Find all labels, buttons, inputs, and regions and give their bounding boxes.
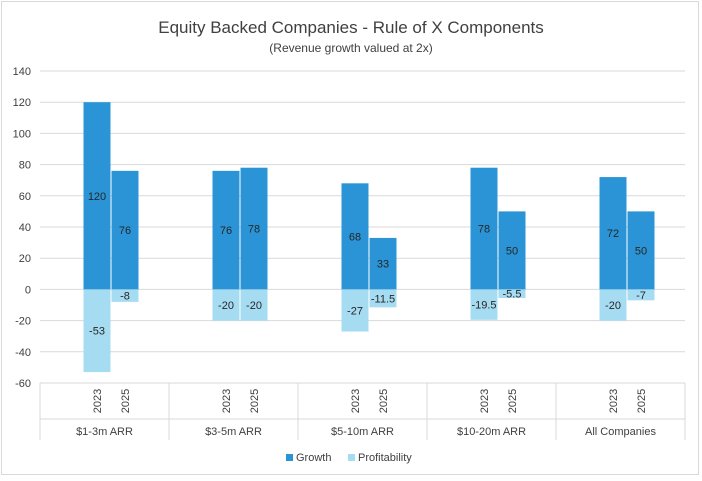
data-label-profitability: -11.5: [371, 293, 395, 305]
data-label-growth: 78: [248, 224, 260, 236]
x-tick-label-year: 2025: [636, 389, 648, 413]
y-tick-label: -40: [15, 347, 31, 359]
y-tick-label: 140: [13, 66, 31, 78]
legend-swatch: [348, 454, 355, 461]
x-tick-label-year: 2023: [350, 389, 362, 413]
bar-profitability: [470, 289, 498, 320]
y-tick-label: -20: [15, 316, 31, 328]
data-label-profitability: -20: [246, 300, 262, 312]
x-group-label: All Companies: [585, 426, 656, 438]
x-tick-label-year: 2023: [479, 389, 491, 413]
chart-svg: Equity Backed Companies - Rule of X Comp…: [13, 18, 686, 464]
y-tick-label: -60: [15, 378, 31, 390]
bar-profitability: [599, 289, 627, 321]
bar-profitability: [369, 289, 397, 308]
data-label-growth: 78: [478, 224, 490, 236]
data-label-profitability: -20: [218, 300, 234, 312]
data-label-profitability: -5.5: [503, 289, 522, 301]
legend-label: Growth: [296, 452, 331, 464]
x-group-label: $1-3m ARR: [76, 426, 133, 438]
data-label-growth: 76: [220, 225, 232, 237]
data-label-growth: 50: [506, 245, 518, 257]
bar-profitability: [212, 289, 240, 321]
chart-title: Equity Backed Companies - Rule of X Comp…: [158, 18, 544, 37]
bar-growth: [111, 170, 139, 290]
bar-profitability: [240, 289, 268, 321]
data-label-growth: 68: [349, 231, 361, 243]
bar-growth: [240, 167, 268, 290]
x-group-label: $5-10m ARR: [331, 426, 394, 438]
data-label-profitability: -53: [89, 326, 105, 338]
x-tick-label-year: 2025: [507, 389, 519, 413]
y-tick-label: 40: [19, 222, 31, 234]
bar-growth: [369, 237, 397, 290]
data-label-growth: 33: [377, 259, 389, 271]
chart-subtitle: (Revenue growth valued at 2x): [269, 41, 432, 55]
bar-profitability: [341, 289, 369, 332]
data-label-profitability: -27: [347, 305, 363, 317]
axis-layer: 140 120 100 80 60 40 20 0 -20 -40 -60 2023 2025 $1-3m…: [13, 66, 686, 440]
legend-swatch: [286, 454, 293, 461]
bar-profitability: [111, 289, 139, 302]
data-label-growth: 72: [607, 228, 619, 240]
x-tick-label-year: 2023: [92, 389, 104, 413]
x-group-label: $10-20m ARR: [457, 426, 526, 438]
bar-profitability: [627, 289, 655, 301]
legend-label: Profitability: [358, 452, 412, 464]
x-group-label: $3-5m ARR: [205, 426, 262, 438]
bar-growth: [83, 102, 111, 290]
bar-growth: [341, 183, 369, 290]
bar-growth: [470, 167, 498, 290]
x-tick-label-year: 2025: [120, 389, 132, 413]
data-label-growth: 120: [88, 191, 106, 203]
bar-growth: [599, 177, 627, 290]
bar-growth: [498, 211, 526, 290]
data-labels-layer: 120 -53 76 -8 76 -20 78 -20 68 -27 33 -11.5 78 -19.5 5…: [88, 191, 647, 338]
y-tick-label: 0: [25, 284, 31, 296]
x-tick-label-year: 2023: [608, 389, 620, 413]
data-label-growth: 50: [635, 245, 647, 257]
bar-growth: [627, 211, 655, 290]
x-tick-label-year: 2023: [221, 389, 233, 413]
data-label-profitability: -20: [605, 300, 621, 312]
data-label-growth: 76: [119, 225, 131, 237]
y-tick-label: 60: [19, 191, 31, 203]
bar-growth: [212, 170, 240, 290]
y-tick-label: 80: [19, 160, 31, 172]
data-label-profitability: -8: [120, 291, 130, 303]
x-tick-label-year: 2025: [378, 389, 390, 413]
data-label-profitability: -19.5: [471, 300, 496, 312]
y-tick-label: 120: [13, 97, 31, 109]
x-tick-label-year: 2025: [249, 389, 261, 413]
bars-layer: [83, 102, 655, 373]
y-tick-label: 100: [13, 128, 31, 140]
bar-profitability: [83, 289, 111, 373]
data-label-profitability: -7: [636, 290, 646, 302]
legend: Growth Profitability: [286, 452, 412, 464]
chart-frame: Equity Backed Companies - Rule of X Comp…: [1, 1, 699, 475]
y-tick-label: 20: [19, 253, 31, 265]
bar-profitability: [498, 289, 526, 298]
